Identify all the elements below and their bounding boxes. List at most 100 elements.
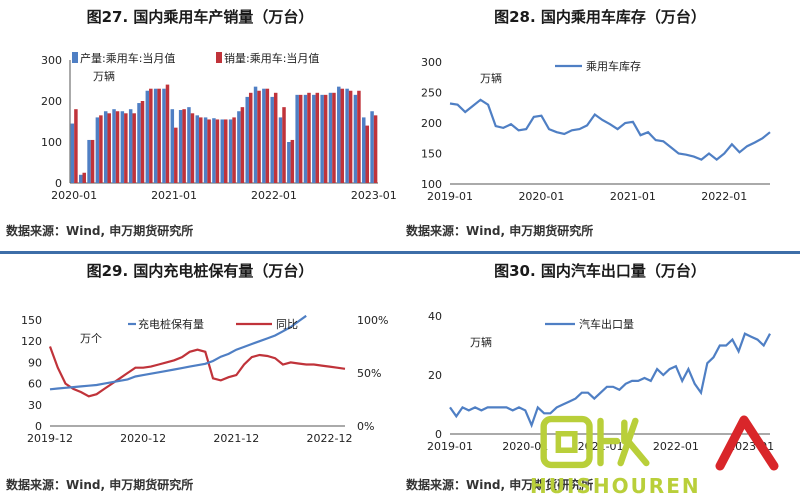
bar-sales <box>82 172 86 183</box>
bar-sales <box>332 92 336 183</box>
bar-production <box>187 107 191 183</box>
y-tick-label: 200 <box>421 117 442 130</box>
bar-sales <box>207 119 211 183</box>
legend-label: 汽车出口量 <box>579 317 634 331</box>
bar-production <box>145 90 150 183</box>
bar-sales <box>248 92 253 183</box>
panel-production-sales: 图27. 国内乘用车产销量（万台） 0 100 200 300 2020-01 2021-… <box>0 0 400 250</box>
unit-label: 万辆 <box>93 69 115 83</box>
x-tick-label: 2021-01 <box>151 189 197 202</box>
legend-label: 乘用车库存 <box>586 59 641 73</box>
bar-production <box>178 110 183 183</box>
bar-sales <box>140 101 145 183</box>
x-tick-label: 2022-01 <box>653 440 699 453</box>
chart-title: 图30. 国内汽车出口量（万台） <box>494 262 706 280</box>
x-tick-label: 2020-01 <box>518 190 564 203</box>
watermark-text: HUISHOUREN <box>530 474 701 498</box>
y-tick-label: 20 <box>428 369 442 382</box>
y-tick-label: 100 <box>41 136 62 149</box>
x-tick-label: 2021-12 <box>213 432 259 445</box>
bar-sales <box>190 113 195 183</box>
bar-sales <box>174 127 178 183</box>
bar-production <box>253 86 258 183</box>
bar-sales <box>290 139 295 183</box>
watermark-emblem <box>540 415 650 469</box>
series-line-yoy <box>48 346 346 398</box>
bar-production <box>220 119 224 183</box>
bar-sales <box>265 88 270 183</box>
unit-label: 万个 <box>80 332 102 345</box>
bar-sales <box>99 115 103 183</box>
bar-sales <box>215 119 220 183</box>
y-tick-label: 100 <box>421 178 442 191</box>
bar-sales <box>373 115 378 183</box>
source-note: 数据来源：Wind, 申万期货研究所 <box>6 478 194 492</box>
legend-label: 销量:乘用车:当月值 <box>224 51 319 65</box>
bar-production <box>95 117 100 183</box>
y2-tick-label: 50% <box>357 367 381 380</box>
bar-sales <box>90 139 95 183</box>
bar-sales <box>182 109 186 183</box>
bar-production <box>70 123 75 183</box>
y2-tick-label: 0% <box>357 420 374 433</box>
bar-sales <box>240 107 245 183</box>
x-tick-label: 2019-12 <box>27 432 73 445</box>
x-tick-label: 2019-01 <box>427 440 473 453</box>
bar-production <box>170 109 175 183</box>
x-tick-label: 2020-01 <box>502 440 548 453</box>
bar-sales <box>165 84 170 183</box>
bar-production <box>212 118 216 183</box>
panel-inventory: 图28. 国内乘用车库存（万台） 100 150 200 250 300 2019-01 2… <box>400 0 800 250</box>
bar-sales <box>132 113 136 183</box>
y-tick-label: 150 <box>21 314 42 327</box>
x-tick-label: 2020-12 <box>120 432 166 445</box>
unit-label: 万辆 <box>480 71 502 85</box>
y-tick-label: 300 <box>421 56 442 69</box>
bar-sales <box>224 119 228 183</box>
watermark-person <box>715 415 779 471</box>
legend-label: 产量:乘用车:当月值 <box>80 51 175 65</box>
bar-sales <box>107 113 111 183</box>
bar-sales <box>357 90 361 183</box>
chart-production-sales: 0 100 200 300 2020-01 2021-01 2022-01 2023-01 产量… <box>41 51 397 202</box>
unit-label: 万辆 <box>470 335 492 349</box>
y2-tick-label: 100% <box>357 314 388 327</box>
chart-title: 图29. 国内充电桩保有量（万台） <box>86 262 314 280</box>
y-tick-label: 90 <box>28 356 42 369</box>
bar-sales <box>273 92 278 183</box>
bar-production <box>228 119 233 183</box>
bar-sales <box>115 111 120 183</box>
y-tick-label: 40 <box>428 310 442 323</box>
bar-sales <box>149 88 153 183</box>
series-line-inventory <box>449 98 771 162</box>
bar-sales <box>323 94 328 183</box>
legend-label: 充电桩保有量 <box>138 317 204 331</box>
legend-swatch <box>216 52 222 63</box>
y-tick-label: 0 <box>35 420 42 433</box>
y-tick-label: 300 <box>41 54 62 67</box>
series-line-charging-piles <box>49 314 307 391</box>
bar-sales <box>315 92 320 183</box>
source-note: 数据来源：Wind, 申万期货研究所 <box>406 478 594 492</box>
bar-sales <box>348 90 353 183</box>
bar-sales <box>282 107 286 183</box>
x-tick-label: 2019-01 <box>427 190 473 203</box>
y-tick-label: 30 <box>28 399 42 412</box>
legend-swatch <box>72 52 78 63</box>
watermark-logo: HUISHOUREN <box>530 410 800 500</box>
source-note: 数据来源：Wind, 申万期货研究所 <box>6 224 194 238</box>
x-tick-label: 2022-01 <box>701 190 747 203</box>
bar-sales <box>257 90 261 183</box>
bar-production <box>203 117 208 183</box>
bar-production <box>320 94 324 183</box>
x-tick-label: 2020-01 <box>51 189 97 202</box>
bar-production <box>245 96 249 183</box>
y-tick-label: 60 <box>28 378 42 391</box>
x-tick-label: 2023-01 <box>351 189 397 202</box>
bar-production <box>295 94 299 183</box>
x-tick-label: 2021-01 <box>610 190 656 203</box>
bar-production <box>328 92 333 183</box>
bar-sales <box>199 117 203 183</box>
bar-production <box>353 94 358 183</box>
